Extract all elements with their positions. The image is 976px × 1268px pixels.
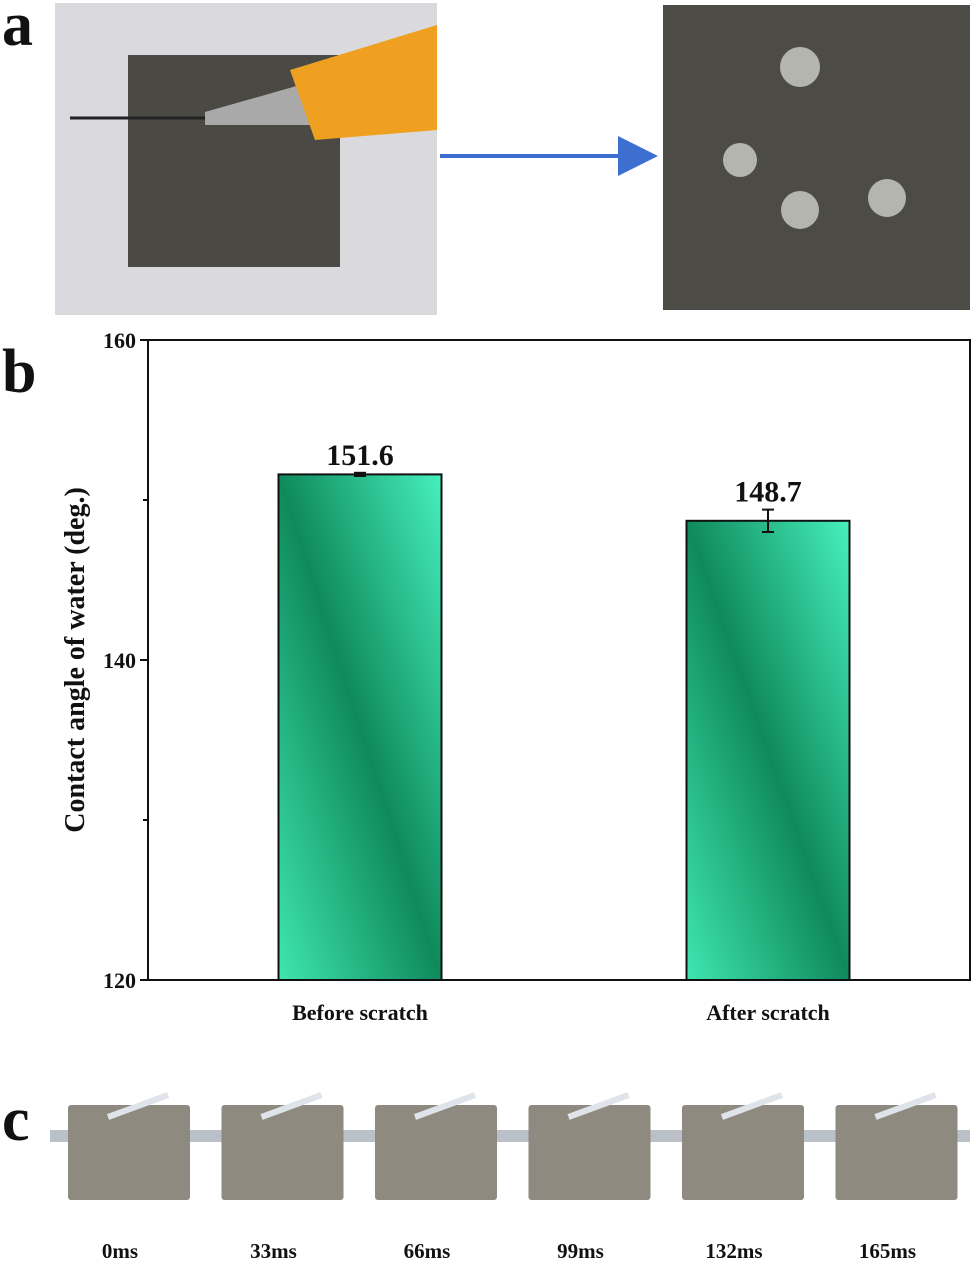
sample-photo xyxy=(835,1105,958,1200)
panel-label: b xyxy=(2,338,36,406)
frame-label: 99ms xyxy=(557,1239,604,1263)
needle xyxy=(413,1092,477,1120)
bar xyxy=(685,519,851,981)
needle xyxy=(260,1092,323,1120)
sample-photo xyxy=(375,1105,497,1200)
frame-label: 132ms xyxy=(705,1239,762,1263)
error-bar xyxy=(762,508,774,533)
frame-label: 66ms xyxy=(404,1239,451,1263)
needle xyxy=(720,1092,784,1120)
sample-photo xyxy=(528,1105,651,1200)
frame-label: 0ms xyxy=(102,1239,138,1263)
photo-scratched xyxy=(663,5,970,310)
x-tick-label: Before scratch xyxy=(292,1000,428,1025)
bar-chart: Contact angle of water (deg.) 120 140 160 B… xyxy=(60,328,971,1025)
y-axis-label: Contact angle of water (deg.) xyxy=(60,487,91,833)
photo-sequence: 0ms 33ms 66ms 99ms 132ms 165ms xyxy=(50,1092,970,1263)
data-label: 151.6 xyxy=(326,439,394,472)
needle xyxy=(106,1092,170,1120)
x-tick-label: After scratch xyxy=(706,1000,830,1025)
needle xyxy=(567,1092,630,1120)
data-label: 148.7 xyxy=(734,476,802,509)
frame-label: 33ms xyxy=(250,1239,297,1263)
panel-label: a xyxy=(2,0,33,59)
panel-label: c xyxy=(2,1086,30,1154)
sample-photo xyxy=(221,1105,344,1200)
bar xyxy=(277,473,443,981)
sample-photo xyxy=(682,1105,804,1200)
y-tick-label: 140 xyxy=(103,648,136,673)
y-tick-label: 120 xyxy=(103,968,136,993)
frame-label: 165ms xyxy=(859,1239,916,1263)
sample-photo xyxy=(68,1105,190,1200)
error-bar xyxy=(354,471,366,477)
needle xyxy=(874,1092,937,1120)
y-tick-label: 160 xyxy=(103,328,136,353)
photo-knife xyxy=(55,3,437,315)
